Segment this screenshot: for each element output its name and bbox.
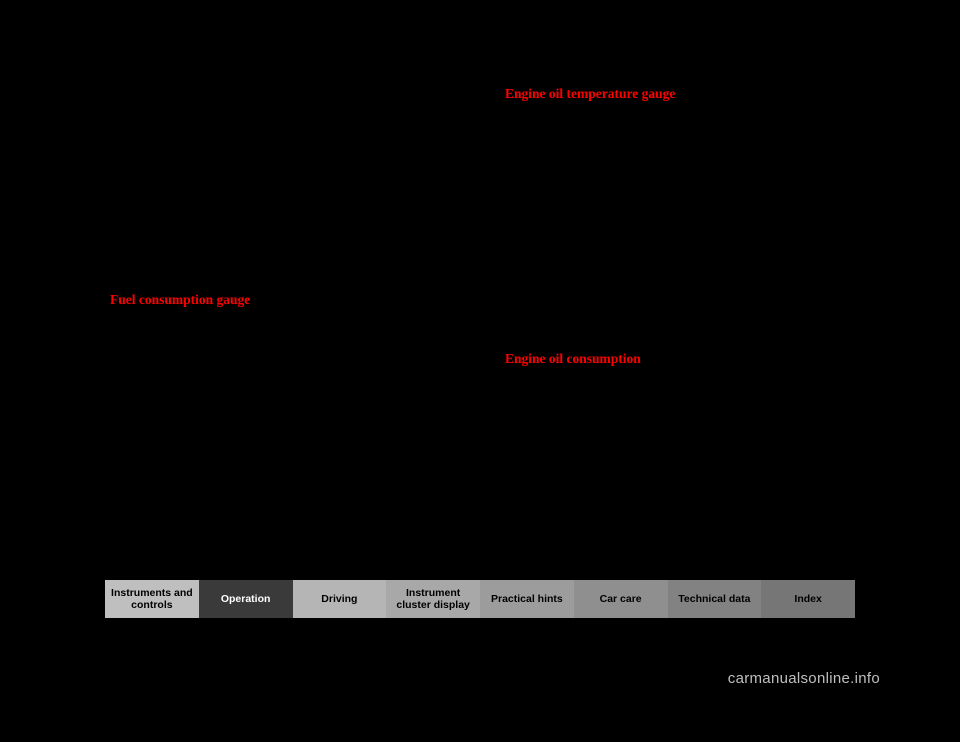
nav-car-care[interactable]: Car care xyxy=(574,580,668,618)
body-paragraph: The consumption gauge displays fuel cons… xyxy=(110,313,455,369)
nav-instruments[interactable]: Instruments and controls xyxy=(105,580,199,618)
left-column: Fuel consumption gauge The consumption g… xyxy=(110,80,455,518)
right-column: Engine oil temperature gauge Normal engi… xyxy=(505,80,850,518)
nav-technical-data[interactable]: Technical data xyxy=(668,580,762,618)
page-number: 114 xyxy=(110,60,129,76)
nav-instrument-cluster[interactable]: Instrument cluster display xyxy=(386,580,480,618)
oil-consumption-heading: Engine oil consumption xyxy=(505,349,850,368)
nav-driving[interactable]: Driving xyxy=(293,580,387,618)
nav-operation[interactable]: Operation xyxy=(199,580,293,618)
bottom-caption: Checking engine oil level indicator xyxy=(130,563,314,578)
section-title: Instrument cluster display xyxy=(490,60,642,76)
body-paragraph: To check the engine oil level, see page … xyxy=(505,459,850,478)
body-paragraph: Normal engine oil operating temperature … xyxy=(505,107,850,163)
content-area: Fuel consumption gauge The consumption g… xyxy=(110,80,850,518)
body-paragraph: The fuel economy rate displayed is deter… xyxy=(110,450,455,506)
nav-index[interactable]: Index xyxy=(761,580,855,618)
gauge-image-placeholder xyxy=(110,110,455,265)
oil-temp-heading: Engine oil temperature gauge xyxy=(505,84,850,103)
fuel-consumption-heading: Fuel consumption gauge xyxy=(110,290,455,309)
nav-bar: Instruments and controls Operation Drivi… xyxy=(105,580,855,618)
body-paragraph: After an extended break-in period, engin… xyxy=(505,372,850,447)
watermark: carmanualsonline.info xyxy=(728,670,880,687)
body-paragraph: When driving the vehicle hard (e.g. high… xyxy=(505,175,850,231)
nav-practical-hints[interactable]: Practical hints xyxy=(480,580,574,618)
body-paragraph: Driving when the engine oil temperature … xyxy=(505,244,850,338)
body-paragraph: When the fuel economy drops below 6.25 m… xyxy=(110,381,455,437)
